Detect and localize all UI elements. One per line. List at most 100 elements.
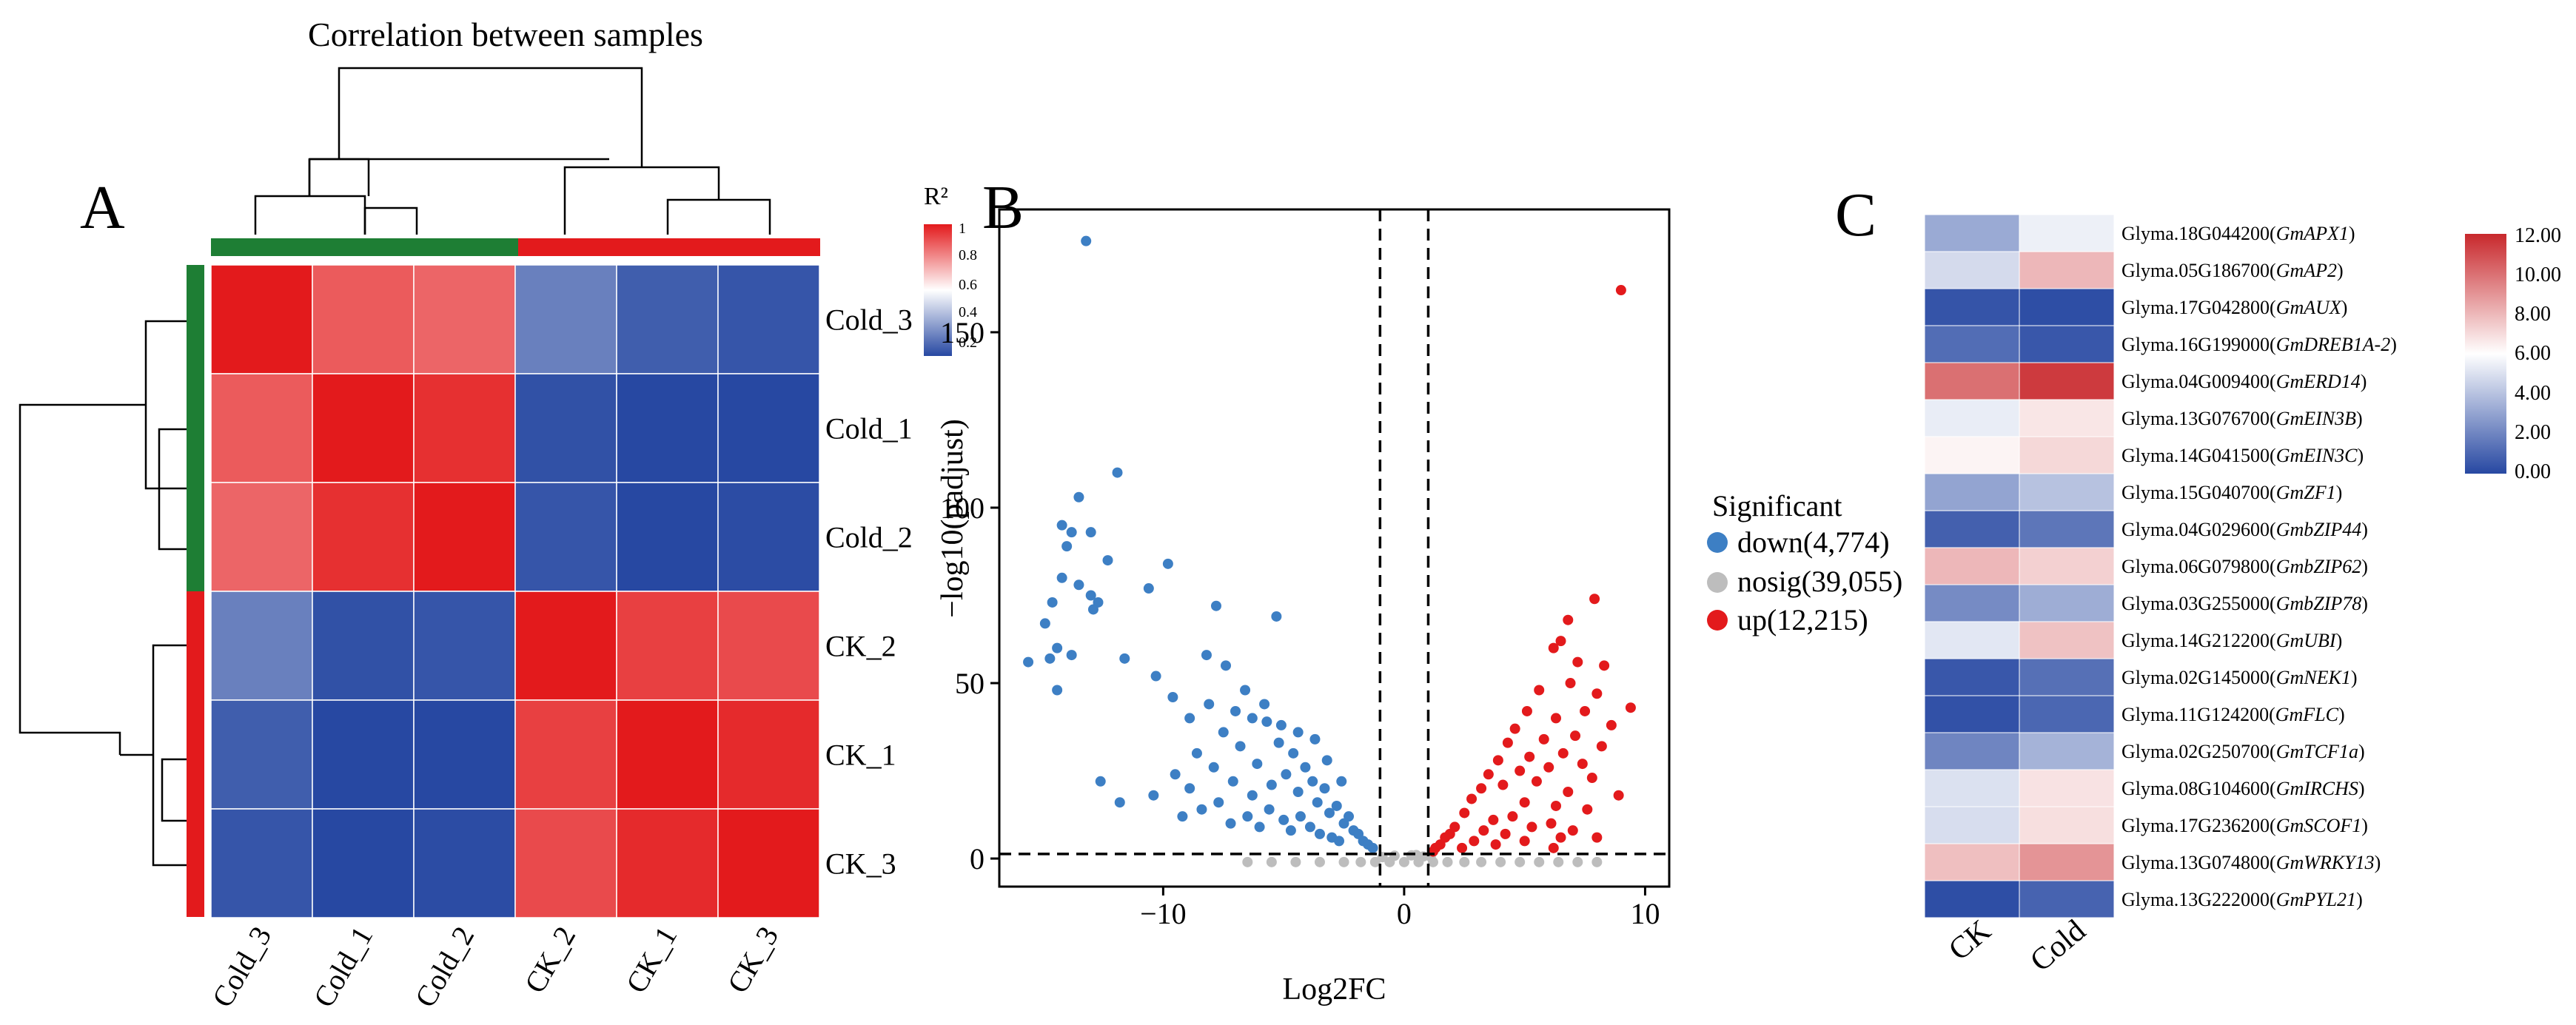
point-nosig [1242,856,1253,867]
panel-c: C Glyma.18G044200(GmAPX1) Glyma.05G186700… [1835,181,2561,978]
series-down [1023,235,1378,853]
expr-cell-GmUBI-CK [1924,621,2020,659]
point-up [1557,747,1569,759]
heatmap-cell-Cold_1-CK_1 [616,373,719,483]
point-nosig [1369,856,1381,867]
point-nosig [1515,856,1526,867]
r2-tick-1: 1 [959,221,966,237]
point-up [1586,773,1597,784]
point-down [1191,747,1202,759]
point-down [1281,769,1292,780]
gene-label-GmUBI: Glyma.14G212200(GmUBI) [2121,630,2342,651]
heatmap-cell-Cold_3-CK_3 [717,264,820,374]
point-down [1261,716,1272,727]
point-down [1344,811,1355,822]
row-label-Cold_1: Cold_1 [825,412,913,446]
point-down [1336,776,1347,787]
y-tick-label: 100 [940,491,985,525]
expr-cell-GmZF1-CK [1924,473,2020,511]
point-down [1114,797,1125,808]
point-down [1278,814,1289,825]
point-up [1563,614,1574,625]
point-down [1304,821,1315,833]
volcano-legend: Significant down(4,774) nosig(39,055) up… [1707,489,1902,636]
gene-label-GmbZIP44: Glyma.04G029600(GmbZIP44) [2121,519,2368,540]
point-up [1577,759,1588,770]
point-down [1266,779,1277,790]
y-tick-label: 50 [955,667,985,700]
point-up [1478,825,1489,836]
r2-tick-0.2: 0.2 [959,335,977,351]
point-up [1524,751,1535,762]
point-down [1240,685,1251,696]
column-dendrogram [254,67,771,235]
point-nosig [1355,856,1366,867]
expr-cell-GmFLC-CK [1924,695,2020,733]
point-down [1112,467,1123,478]
point-up [1459,807,1470,819]
col-label-Cold_3: Cold_3 [205,921,278,1013]
r2-tick-0.4: 0.4 [959,304,977,320]
legend-marker-nosig [1707,572,1728,593]
point-down [1052,685,1063,696]
heatmap-cell-Cold_1-Cold_1 [312,373,415,483]
point-down [1066,527,1077,538]
row-label-CK_2: CK_2 [825,630,896,663]
point-down [1085,590,1096,601]
point-nosig [1411,850,1422,861]
point-down [1143,583,1154,594]
col-label-CK_1: CK_1 [620,921,684,998]
heatmap-cell-CK_3-CK_3 [717,808,820,918]
expr-cell-GmIRCHS-CK [1924,769,2020,807]
point-down [1148,790,1159,801]
point-up [1515,765,1526,776]
heatmap-cell-CK_2-Cold_2 [413,591,516,701]
gene-label-GmPYL21: Glyma.13G222000(GmPYL21) [2121,889,2363,910]
gene-label-GmEIN3B: Glyma.13G076700(GmEIN3B) [2121,408,2363,429]
heatmap-cell-Cold_1-Cold_3 [210,373,313,483]
panel-c-label: C [1835,181,1876,249]
point-nosig [1476,856,1487,867]
point-down [1184,713,1195,724]
expr-cell-GmEIN3B-CK [1924,399,2020,437]
expr-cell-GmbZIP62-CK [1924,547,2020,585]
point-up [1613,790,1624,801]
series-nosig [1242,850,1603,867]
point-down [1210,600,1221,611]
point-up [1502,737,1513,748]
group-bar-ck-top [518,238,820,256]
point-nosig [1338,856,1349,867]
point-nosig [1459,856,1470,867]
gene-label-GmbZIP78: Glyma.03G255000(GmbZIP78) [2121,593,2368,614]
point-down [1066,650,1077,661]
point-nosig [1553,856,1564,867]
point-down [1208,762,1219,773]
point-up [1492,755,1503,766]
heatmap-cell-CK_2-Cold_1 [312,591,415,701]
col-label-CK_2: CK_2 [518,921,583,998]
expr-cell-GmbZIP78-Cold [2019,584,2115,622]
expr-cell-GmWRKY13-Cold [2019,843,2115,881]
point-down [1334,836,1345,847]
point-down [1056,520,1067,531]
heatmap-cell-Cold_2-Cold_2 [413,482,516,592]
point-nosig [1398,856,1409,867]
correlation-col-labels: Cold_3 Cold_1 Cold_2 CK_2 CK_1 CK_3 [205,921,785,1013]
point-up [1531,776,1542,787]
heatmap-cell-Cold_2-CK_3 [717,482,820,592]
point-down [1285,825,1296,836]
legend-marker-down [1707,532,1728,553]
expr-cell-GmFLC-Cold [2019,695,2115,733]
point-down [1292,727,1304,738]
series-up [1427,285,1636,857]
point-down [1225,818,1236,829]
heatmap-cell-Cold_1-Cold_2 [413,373,516,483]
expr-cell-GmAP2-Cold [2019,251,2115,289]
point-up [1582,804,1593,815]
x-tick-label: −10 [1140,897,1187,930]
legend-marker-up [1707,610,1728,631]
point-down [1102,555,1113,566]
expr-cell-GmAP2-CK [1924,251,2020,289]
heatmap-cell-CK_1-Cold_1 [312,699,415,810]
point-down [1023,656,1034,668]
